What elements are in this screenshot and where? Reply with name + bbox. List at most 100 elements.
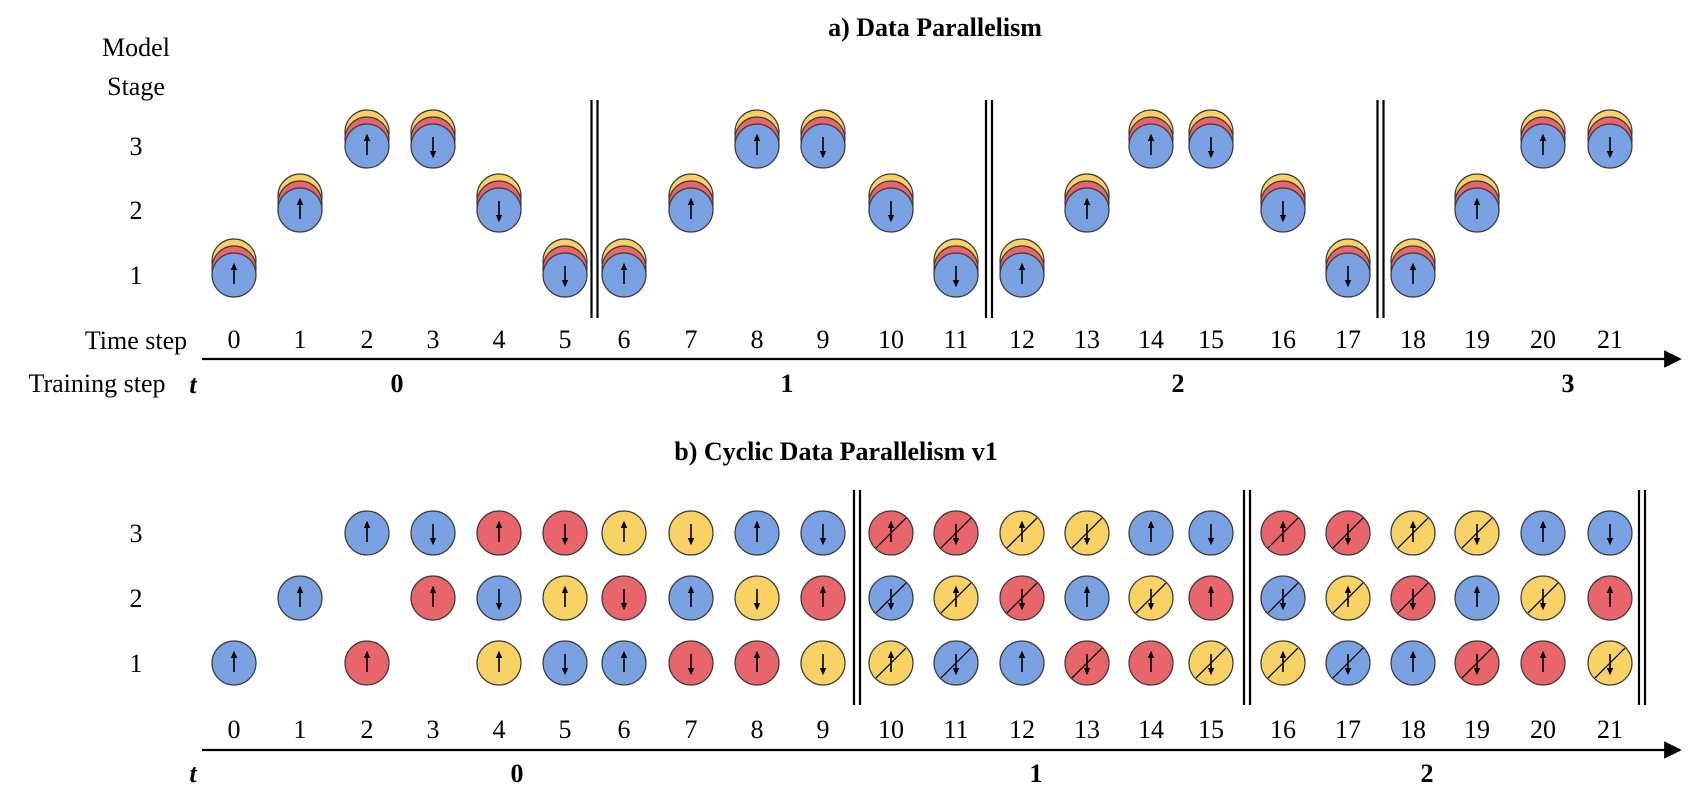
panel-b-stage-label-2: 2 — [130, 584, 143, 613]
panel-a-time-tick-0: 0 — [228, 325, 241, 354]
panel-a-stack-t4 — [476, 173, 522, 233]
panel-b-cell-s1-t20 — [1520, 640, 1566, 686]
panel-a-training-tick-0: 0 — [391, 369, 404, 398]
stale-slash-icon — [875, 582, 907, 614]
panel-b-cell-s2-t20 — [1520, 575, 1566, 621]
panel-b-cell-s1-t15 — [1188, 640, 1234, 686]
panel-a-time-tick-9: 9 — [817, 325, 830, 354]
panel-a-stack-t8 — [734, 109, 780, 169]
panel-b-cell-s2-t19 — [1454, 575, 1500, 621]
panel-b-cell-s2-t16 — [1260, 575, 1306, 621]
panel-a-time-tick-4: 4 — [493, 325, 506, 354]
panel-b-cell-s3-t20 — [1520, 510, 1566, 556]
panel-b-time-tick-8: 8 — [751, 715, 764, 744]
panel-b-time-tick-12: 12 — [1009, 715, 1035, 744]
panel-a-time-tick-1: 1 — [294, 325, 307, 354]
panel-b-cell-s1-t5 — [542, 640, 588, 686]
panel-b-time-tick-11: 11 — [943, 715, 968, 744]
stale-slash-icon — [1461, 647, 1493, 679]
panel-a-training-tick-1: 1 — [781, 369, 794, 398]
panel-a-stack-t11 — [933, 238, 979, 298]
stale-slash-icon — [1195, 647, 1227, 679]
panel-a-time-tick-19: 19 — [1464, 325, 1490, 354]
panel-b-cell-s2-t10 — [868, 575, 914, 621]
stale-slash-icon — [1332, 517, 1364, 549]
stale-slash-icon — [1594, 647, 1626, 679]
panel-b-cell-s3-t14 — [1128, 510, 1174, 556]
stale-slash-icon — [1527, 582, 1559, 614]
panel-b-cell-s2-t9 — [800, 575, 846, 621]
panel-a-title: a) Data Parallelism — [828, 13, 1042, 42]
panel-a-time-tick-6: 6 — [618, 325, 631, 354]
panel-a-training-axis-symbol: t — [189, 370, 197, 399]
panel-b-cell-s3-t6 — [601, 510, 647, 556]
panel-a-time-tick-21: 21 — [1597, 325, 1623, 354]
panel-b-time-tick-4: 4 — [493, 715, 506, 744]
panel-b-time-tick-15: 15 — [1198, 715, 1224, 744]
panel-a-stack-t7 — [668, 173, 714, 233]
panel-a-time-tick-12: 12 — [1009, 325, 1035, 354]
panel-a-stack-t2 — [344, 109, 390, 169]
panel-b-cell-s3-t16 — [1260, 510, 1306, 556]
panel-a-stack-t6 — [601, 238, 647, 298]
panel-a-training-tick-3: 3 — [1562, 369, 1575, 398]
panel-b-cell-s3-t11 — [933, 510, 979, 556]
panel-a-y-label-line2: Stage — [107, 72, 165, 101]
panel-b-cell-s3-t4 — [476, 510, 522, 556]
panel-b-cell-s1-t12 — [999, 640, 1045, 686]
panel-b-cell-s3-t9 — [800, 510, 846, 556]
panel-a-time-tick-7: 7 — [685, 325, 698, 354]
panel-b-title: b) Cyclic Data Parallelism v1 — [674, 437, 998, 466]
panel-b-cell-s1-t13 — [1064, 640, 1110, 686]
panel-b-cell-s3-t13 — [1064, 510, 1110, 556]
stale-slash-icon — [1135, 582, 1167, 614]
panel-a-time-tick-18: 18 — [1400, 325, 1426, 354]
panel-b-cell-s3-t21 — [1587, 510, 1633, 556]
panel-b-cell-s1-t6 — [601, 640, 647, 686]
panel-b-cell-s2-t6 — [601, 575, 647, 621]
stale-slash-icon — [1071, 647, 1103, 679]
stale-slash-icon — [940, 647, 972, 679]
panel-b-cell-s2-t14 — [1128, 575, 1174, 621]
panel-b-time-tick-14: 14 — [1138, 715, 1164, 744]
panel-a-time-tick-20: 20 — [1530, 325, 1556, 354]
panel-a-time-tick-2: 2 — [361, 325, 374, 354]
panel-a-y-label-line1: Model — [102, 33, 170, 62]
panel-b-cell-s3-t3 — [410, 510, 456, 556]
panel-a-time-tick-3: 3 — [427, 325, 440, 354]
stale-slash-icon — [1332, 582, 1364, 614]
stale-slash-icon — [1267, 647, 1299, 679]
panel-b-cell-s3-t7 — [668, 510, 714, 556]
panel-b-cell-s1-t19 — [1454, 640, 1500, 686]
panel-b-time-tick-13: 13 — [1074, 715, 1100, 744]
panel-a-stack-t16 — [1260, 173, 1306, 233]
stale-slash-icon — [940, 582, 972, 614]
panel-b-time-tick-19: 19 — [1464, 715, 1490, 744]
panel-a-time-tick-16: 16 — [1270, 325, 1296, 354]
stale-slash-icon — [940, 517, 972, 549]
panel-b-cell-s2-t1 — [277, 575, 323, 621]
panel-b-time-tick-16: 16 — [1270, 715, 1296, 744]
panel-b-cell-s1-t16 — [1260, 640, 1306, 686]
panel-b-time-tick-18: 18 — [1400, 715, 1426, 744]
panel-b-cell-s1-t9 — [800, 640, 846, 686]
panel-b-cell-s3-t19 — [1454, 510, 1500, 556]
panel-a-training-tick-2: 2 — [1172, 369, 1185, 398]
panel-b-cell-s2-t12 — [999, 575, 1045, 621]
stale-slash-icon — [1267, 517, 1299, 549]
panel-b-cell-s1-t10 — [868, 640, 914, 686]
panel-a-stack-t9 — [800, 109, 846, 169]
panel-b-cell-s2-t7 — [668, 575, 714, 621]
panel-b-time-tick-1: 1 — [294, 715, 307, 744]
stale-slash-icon — [875, 647, 907, 679]
panel-b-time-tick-6: 6 — [618, 715, 631, 744]
panel-b-time-tick-3: 3 — [427, 715, 440, 744]
stale-slash-icon — [1006, 517, 1038, 549]
panel-b-cell-s2-t21 — [1587, 575, 1633, 621]
panel-b-training-axis-symbol: t — [189, 759, 197, 788]
panel-b-cell-s1-t11 — [933, 640, 979, 686]
panel-a-time-tick-11: 11 — [943, 325, 968, 354]
